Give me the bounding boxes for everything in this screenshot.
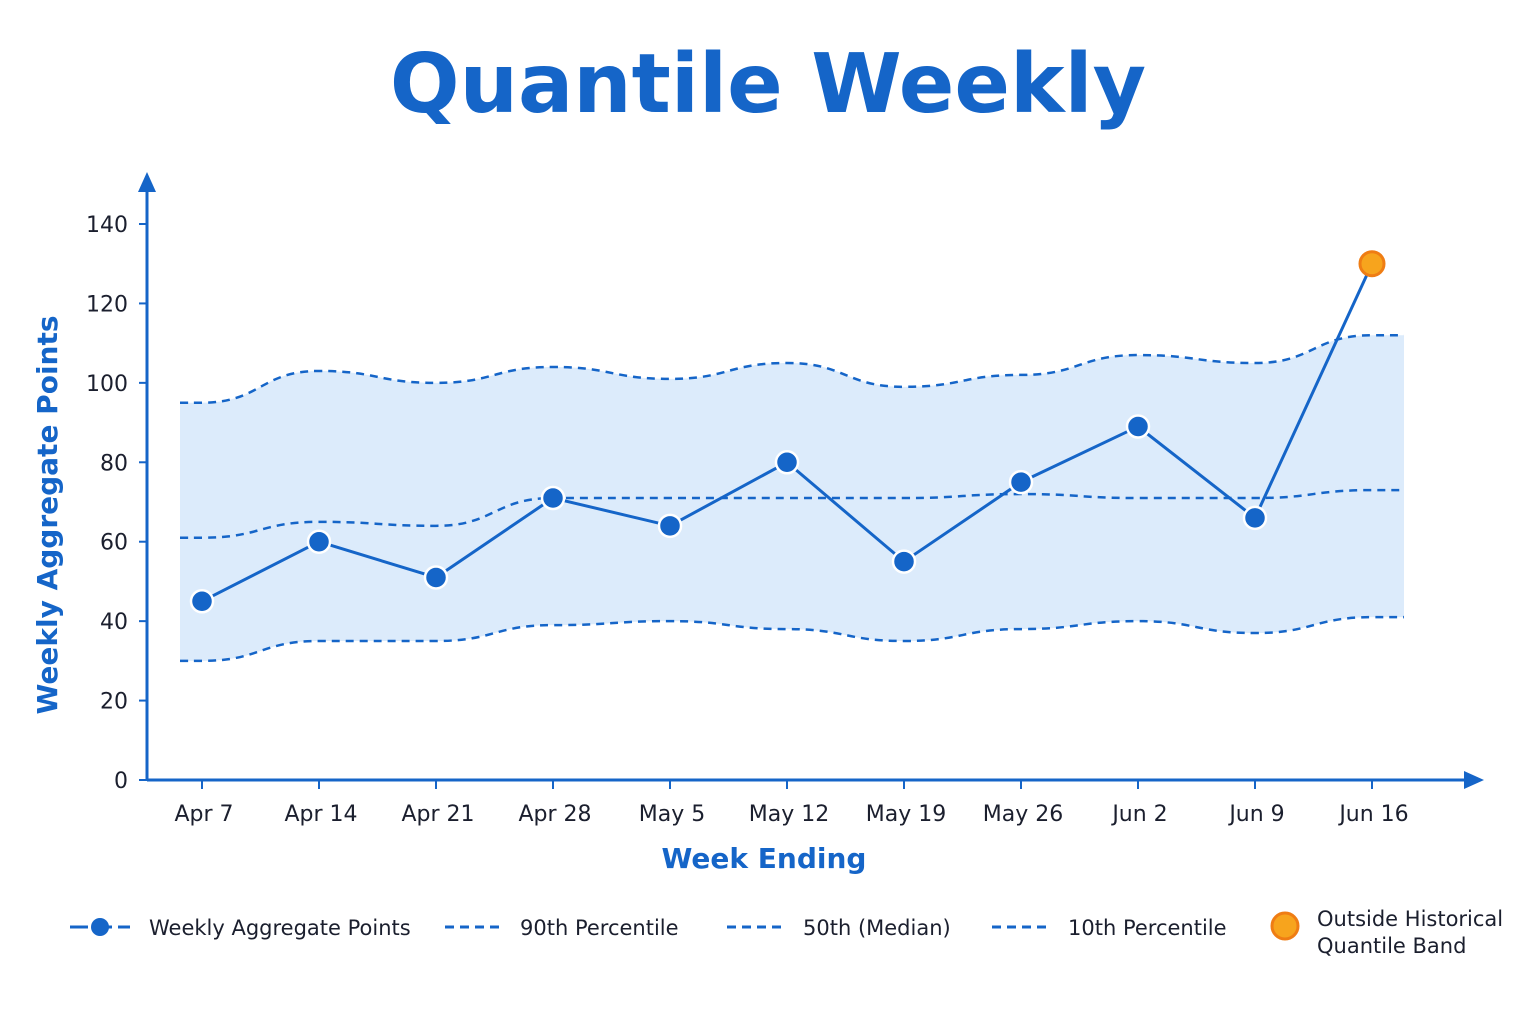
x-tick-label: May 19: [866, 802, 946, 827]
data-point: [657, 513, 683, 539]
y-tick-label: 140: [86, 213, 128, 238]
y-tick-label: 100: [86, 372, 128, 397]
legend-label-line-2: Quantile Band: [1317, 934, 1466, 958]
legend-item-weekly-aggregate: Weekly Aggregate Points: [70, 916, 411, 940]
data-point: [1008, 469, 1034, 495]
outlier-point: [1358, 250, 1386, 278]
x-tick-label: Apr 28: [518, 802, 591, 827]
percentile-10-line: [179, 615, 1404, 663]
legend-label: 90th Percentile: [520, 916, 679, 940]
chart-title: Quantile Weekly: [390, 37, 1146, 132]
legend-label: 10th Percentile: [1068, 916, 1227, 940]
x-axis-title: Week Ending: [662, 842, 867, 875]
orange-dot-icon: [1270, 911, 1300, 941]
data-point: [1125, 414, 1151, 439]
data-point: [540, 485, 566, 511]
data-point: [774, 450, 800, 475]
legend-item-90th: 90th Percentile: [445, 916, 679, 940]
line-with-dot-icon: [70, 918, 130, 936]
legend-label: Weekly Aggregate Points: [149, 916, 411, 940]
x-tick-label: Apr 7: [174, 802, 233, 827]
x-tick-label: May 12: [749, 802, 829, 827]
y-tick-label: 120: [86, 292, 128, 317]
data-point: [891, 549, 917, 574]
data-point: [306, 529, 332, 554]
data-points: [189, 250, 1386, 614]
y-tick-label: 40: [100, 610, 128, 635]
x-tick-label: Jun 16: [1337, 802, 1408, 827]
y-axis-title: Weekly Aggregate Points: [31, 315, 64, 714]
median-line: [180, 488, 1404, 539]
axes: 0 20 40 60 80 100 120 140 Apr 7 Apr 14 Apr 21 Apr 2…: [86, 172, 1484, 827]
y-tick-label: 0: [114, 769, 128, 794]
legend-label: 50th (Median): [803, 916, 951, 940]
data-point: [1242, 505, 1268, 531]
legend-item-outside-band: Outside Historical Quantile Band: [1270, 907, 1503, 958]
percentile-90-line: [179, 333, 1404, 404]
x-axis-arrow-icon: [1464, 771, 1484, 789]
x-tick-label: Apr 21: [401, 802, 474, 827]
legend: Weekly Aggregate Points 90th Percentile …: [70, 907, 1503, 958]
x-tick-label: Jun 9: [1227, 802, 1284, 827]
y-axis-arrow-icon: [138, 172, 156, 192]
x-tick-label: May 5: [639, 802, 705, 827]
y-tick-label: 80: [100, 451, 128, 476]
legend-item-10th: 10th Percentile: [992, 916, 1227, 940]
x-tick-label: Jun 2: [1110, 802, 1167, 827]
y-tick-label: 60: [100, 531, 128, 556]
legend-item-median: 50th (Median): [727, 916, 951, 940]
data-point: [423, 565, 449, 590]
data-point: [189, 589, 215, 614]
y-tick-label: 20: [100, 690, 128, 715]
x-tick-label: May 26: [983, 802, 1063, 827]
legend-label-line-1: Outside Historical: [1317, 907, 1503, 931]
x-tick-label: Apr 14: [284, 802, 357, 827]
